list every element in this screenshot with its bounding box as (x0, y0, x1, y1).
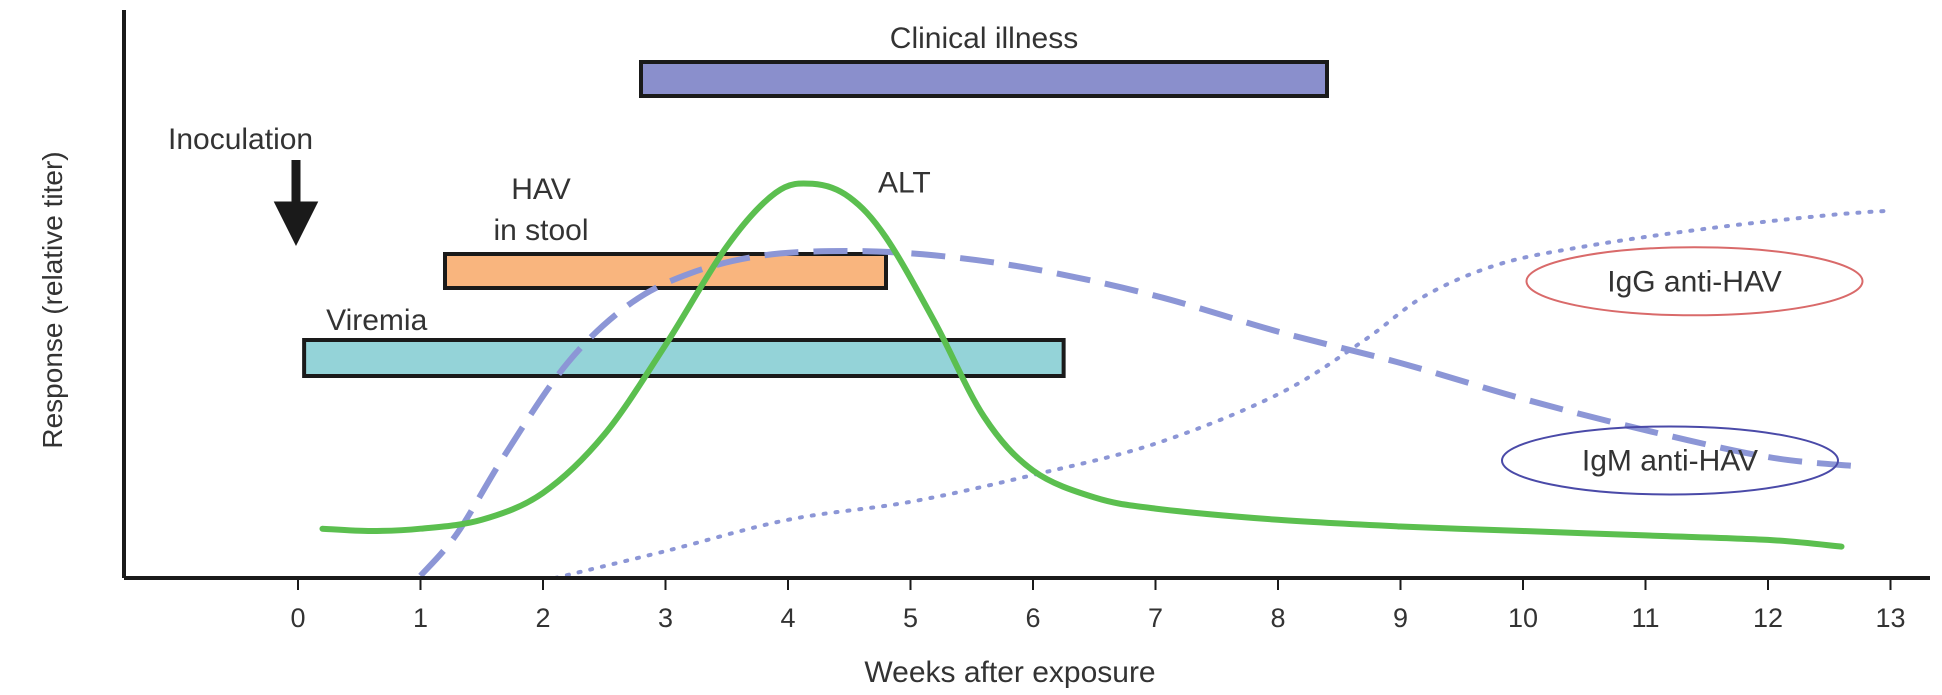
interval-label-clinical-illness: Clinical illness (890, 22, 1078, 55)
x-tick-label: 6 (1025, 603, 1040, 633)
inoculation-arrow-icon (273, 160, 319, 247)
x-tick-label: 0 (290, 603, 305, 633)
label-circle-igg-anti-hav (1525, 246, 1864, 317)
interval-label-viremia: Viremia (326, 304, 427, 337)
x-tick-label: 5 (903, 603, 918, 633)
x-tick-label: 12 (1753, 603, 1783, 633)
x-tick-label: 9 (1393, 603, 1408, 633)
inoculation-label: Inoculation (168, 123, 313, 156)
interval-bar-clinical-illness (639, 60, 1329, 98)
series-label-igm-anti-hav: IgM anti-HAV (1582, 444, 1758, 477)
interval-bar-hav-in-stool (443, 252, 888, 290)
interval-label-hav-in-stool-line2: in stool (493, 214, 588, 247)
curves (319, 180, 1893, 580)
interval-label-hav-in-stool-line1: HAV (511, 173, 570, 206)
x-tick-label: 13 (1875, 603, 1905, 633)
annotations: Weeks after exposure Response (relative … (37, 123, 1864, 689)
x-tick-label: 2 (535, 603, 550, 633)
x-tick-label: 4 (780, 603, 795, 633)
x-axis-title: Weeks after exposure (864, 656, 1155, 689)
interval-bars: Clinical illness HAV in stool Viremia (302, 22, 1329, 378)
series-line-alt (319, 180, 1845, 550)
axes (122, 10, 1930, 580)
x-tick-label: 11 (1631, 603, 1659, 633)
label-circle-igm-anti-hav (1501, 425, 1839, 496)
x-tick-label: 7 (1148, 603, 1163, 633)
interval-bar-viremia (302, 338, 1066, 378)
x-ticks: 0 1 2 3 4 5 6 7 8 9 10 11 12 13 (290, 578, 1906, 633)
x-tick-label: 8 (1270, 603, 1285, 633)
series-label-alt: ALT (878, 167, 931, 200)
series-label-igg-anti-hav: IgG anti-HAV (1607, 265, 1782, 298)
x-tick-label: 1 (413, 603, 428, 633)
x-tick-label: 3 (658, 603, 673, 633)
series-line-igg-anti-hav (553, 208, 1893, 580)
y-axis-title: Response (relative titer) (37, 151, 68, 448)
series-line-igm-anti-hav (418, 248, 1855, 578)
x-tick-label: 10 (1508, 603, 1538, 633)
